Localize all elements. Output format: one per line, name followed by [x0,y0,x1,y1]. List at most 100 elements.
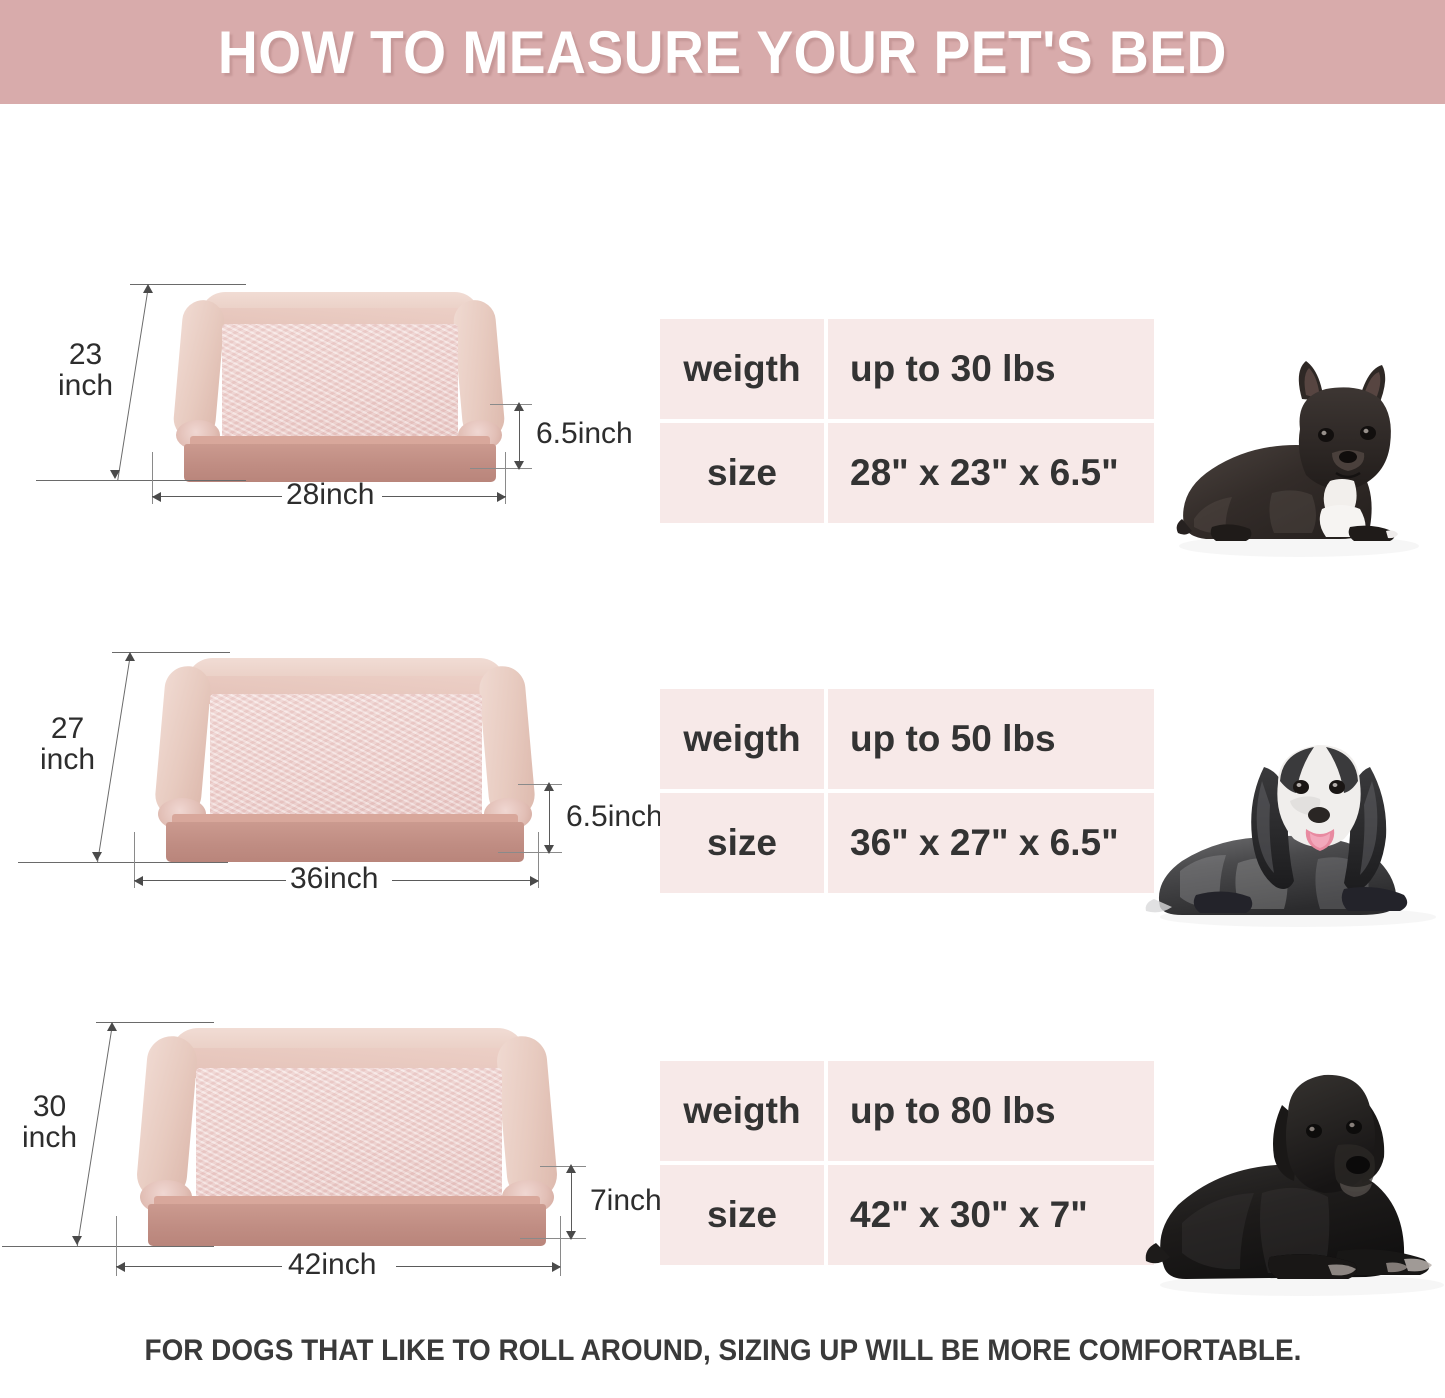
dim-height-label-medium: 6.5inch [566,800,663,833]
dim-height-top-tick-small [490,404,532,405]
blue-roan-cocker-spaniel-icon [1145,745,1436,927]
black-labrador-retriever-icon [1145,1074,1444,1296]
spec-key-weight-medium: weigth [660,689,824,789]
bed-right-bolster [494,1034,560,1202]
dim-height-arrow-top-large [566,1164,576,1173]
dim-height-bottom-tick-small [470,468,532,469]
dog-photo-large [1145,1013,1445,1313]
bed-left-bolster [134,1034,200,1202]
dim-height-bottom-tick-large [520,1238,586,1239]
spec-row-size-small: size 28" x 23" x 6.5" [660,423,1154,523]
spec-table-medium: weigth up to 50 lbs size 36" x 27" x 6.5… [660,689,1154,893]
dim-width-line-right-large [396,1266,560,1267]
dim-depth-label-small: 23 inch [58,338,113,401]
dim-depth-line-small [117,286,149,480]
dim-depth-top-tick-large [96,1022,214,1023]
bed-right-bolster [477,664,537,820]
dim-width-line-left-medium [134,880,286,881]
dim-height-arrow-bottom-medium [544,845,554,854]
brindle-french-bulldog-icon [1176,361,1419,557]
spec-key-size-medium: size [660,793,824,893]
dim-width-label-large: 42inch [288,1248,377,1281]
spec-value-size-large: 42" x 30" x 7" [828,1165,1154,1265]
dim-width-arrow-left-medium [134,876,143,886]
dog-photo-medium [1145,641,1445,941]
dim-width-left-ext-medium [134,832,135,888]
dim-width-line-left-small [152,496,282,497]
bed-base [184,444,496,482]
bed-cushion [222,324,458,442]
dim-height-top-tick-large [540,1166,586,1167]
size-rows-container: 23 inch 28inch 6.5inch weigth up to 30 l… [0,226,1445,1358]
spec-key-size-large: size [660,1165,824,1265]
footer-caption-text: FOR DOGS THAT LIKE TO ROLL AROUND, SIZIN… [144,1334,1301,1367]
spec-value-weight-medium: up to 50 lbs [828,689,1154,789]
dim-depth-value-small: 23 [68,338,103,371]
size-row-small: 23 inch 28inch 6.5inch weigth up to 30 l… [0,226,1445,616]
dim-depth-value-medium: 27 [50,712,85,745]
dim-width-label-small: 28inch [286,478,375,511]
dim-depth-label-medium: 27 inch [40,712,96,776]
spec-value-weight-small: up to 30 lbs [828,319,1154,419]
dim-depth-bottom-tick-medium [18,862,228,863]
bed-cushion [210,694,482,820]
spec-key-weight-large: weigth [660,1061,824,1161]
dim-depth-unit-medium: inch [40,742,96,776]
dim-height-line-small [519,406,520,468]
dim-depth-line-large [76,1024,113,1246]
page-title: HOW TO MEASURE YOUR PET'S BED [218,18,1227,86]
size-row-medium: 27 inch 36inch 6.5inch weigth up to 50 l… [0,596,1445,986]
dim-width-arrow-right-medium [530,876,539,886]
dim-width-line-left-large [116,1266,282,1267]
dim-width-right-ext-medium [538,832,539,888]
dim-width-line-right-medium [392,880,538,881]
spec-row-weight-small: weigth up to 30 lbs [660,319,1154,419]
dim-width-line-right-small [382,496,506,497]
dim-depth-arrow-bottom-medium [92,852,102,861]
dim-depth-bottom-tick-large [2,1246,214,1247]
spec-key-size-small: size [660,423,824,523]
spec-value-size-small: 28" x 23" x 6.5" [828,423,1154,523]
dim-width-arrow-left-small [152,492,161,502]
spec-value-weight-large: up to 80 lbs [828,1061,1154,1161]
dim-width-left-ext-small [152,452,153,504]
spec-row-size-medium: size 36" x 27" x 6.5" [660,793,1154,893]
dim-width-arrow-left-large [116,1262,125,1272]
dim-width-right-ext-large [560,1216,561,1276]
bed-diagram-medium: 27 inch 36inch 6.5inch [0,626,663,956]
dim-width-left-ext-large [116,1216,117,1276]
dog-photo-small [1154,271,1445,571]
dim-height-arrow-bottom-large [566,1231,576,1240]
bed-base [148,1204,546,1246]
spec-table-small: weigth up to 30 lbs size 28" x 23" x 6.5… [660,319,1154,523]
size-row-large: 30 inch 42inch 7inch weigth up to 80 lbs [0,968,1445,1358]
dim-width-arrow-right-large [552,1262,561,1272]
page-header-banner: HOW TO MEASURE YOUR PET'S BED [0,0,1445,104]
dim-height-label-small: 6.5inch [536,417,633,450]
spec-row-size-large: size 42" x 30" x 7" [660,1165,1154,1265]
dim-height-arrow-top-small [514,402,524,411]
spec-row-weight-large: weigth up to 80 lbs [660,1061,1154,1161]
dim-height-top-tick-medium [518,784,562,785]
dim-height-arrow-bottom-small [514,461,524,470]
dim-depth-value-large: 30 [32,1090,67,1123]
dim-depth-arrow-top-large [107,1022,117,1031]
footer-caption: FOR DOGS THAT LIKE TO ROLL AROUND, SIZIN… [0,1334,1445,1368]
bed-diagram-large: 30 inch 42inch 7inch [0,998,662,1328]
dim-width-arrow-right-small [497,492,506,502]
spec-row-weight-medium: weigth up to 50 lbs [660,689,1154,789]
dim-height-line-medium [549,786,550,852]
spec-key-weight-small: weigth [660,319,824,419]
dim-depth-unit-large: inch [22,1120,78,1154]
bed-left-bolster [153,664,213,820]
dim-depth-arrow-bottom-large [72,1236,82,1245]
bed-diagram-small: 23 inch 28inch 6.5inch [0,256,660,586]
dim-depth-line-medium [97,654,131,862]
spec-table-large: weigth up to 80 lbs size 42" x 30" x 7" [660,1061,1154,1265]
dim-height-arrow-top-medium [544,782,554,791]
dim-depth-top-tick-small [130,284,246,285]
dim-depth-arrow-bottom-small [110,470,120,479]
bed-base [166,822,524,862]
dim-depth-bottom-tick-small [36,480,246,481]
dim-height-label-large: 7inch [590,1184,662,1217]
